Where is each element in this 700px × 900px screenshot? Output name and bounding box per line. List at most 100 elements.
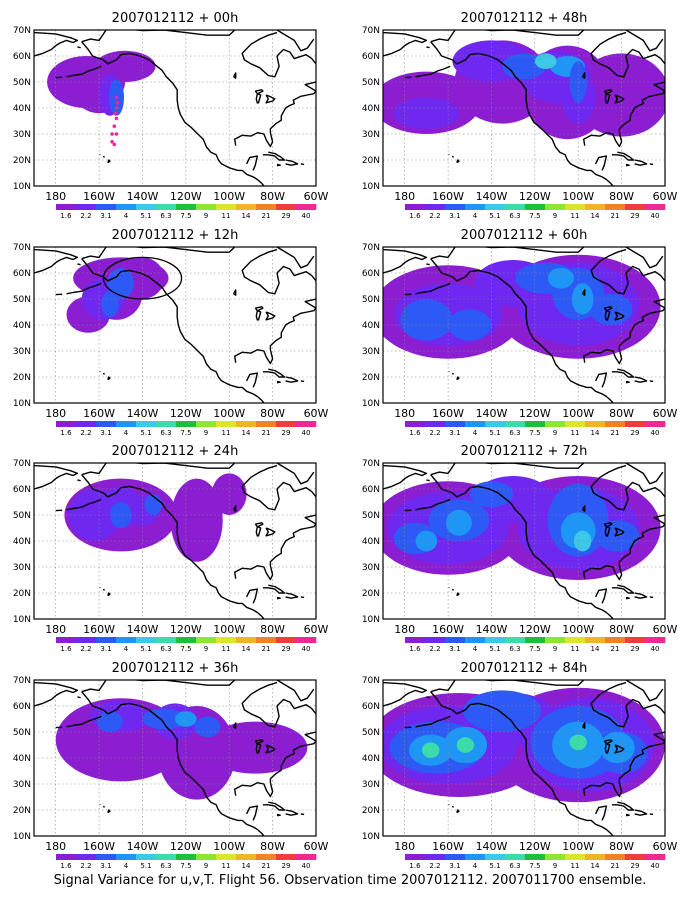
colorbar-swatch <box>216 854 237 860</box>
coastline <box>233 698 316 798</box>
colorbar-swatch <box>156 637 177 643</box>
colorbar-swatch <box>276 204 297 210</box>
colorbar-label: 9 <box>204 212 208 220</box>
coastline <box>649 380 654 383</box>
coastline <box>276 163 281 167</box>
coastline <box>262 368 286 378</box>
colorbar-swatch <box>56 204 77 210</box>
flight-track-dot <box>115 101 120 105</box>
colorbar-label: 5.1 <box>489 645 500 653</box>
colorbar-swatch <box>605 421 626 427</box>
x-tick-label: 160W <box>432 623 464 636</box>
y-tick-label: 60N <box>13 52 31 62</box>
colorbar-swatch <box>425 204 446 210</box>
variance-region <box>469 481 514 508</box>
colorbar-swatch <box>56 637 77 643</box>
variance-region <box>144 494 162 515</box>
coastline <box>415 65 451 78</box>
colorbar-label: 1.6 <box>409 212 421 220</box>
colorbar: 1.6 2.2 3.1 4 5.1 6.3 7.5 9 11 14 21 29 40 <box>405 854 666 870</box>
colorbar-label: 14 <box>242 212 251 220</box>
colorbar-swatch <box>136 204 157 210</box>
colorbar-label: 4 <box>124 429 129 437</box>
colorbar-swatch <box>465 204 486 210</box>
variance-region <box>571 283 594 315</box>
coastline <box>34 681 79 697</box>
y-tick-label: 40N <box>13 537 31 547</box>
x-tick-label: 60W <box>653 190 678 203</box>
colorbar-label: 5.1 <box>489 212 500 220</box>
colorbar-label: 7.5 <box>180 645 191 653</box>
coastline <box>583 698 665 798</box>
colorbar-label: 3.1 <box>449 429 460 437</box>
colorbar-label: 14 <box>591 429 600 437</box>
x-tick-label: 120W <box>170 407 202 420</box>
coastline <box>245 155 259 171</box>
coastline <box>245 805 259 821</box>
coastline <box>276 813 281 817</box>
colorbar-label: 1.6 <box>409 645 421 653</box>
colorbar-label: 5.1 <box>489 862 500 870</box>
variance-region <box>534 53 557 69</box>
colorbar-swatch <box>405 637 426 643</box>
y-tick-label: 20N <box>13 156 31 166</box>
colorbar-swatch <box>256 637 277 643</box>
coastline <box>107 159 111 164</box>
map-frame <box>382 679 666 837</box>
coastline <box>285 809 299 816</box>
colorbar-label: 9 <box>553 212 557 220</box>
colorbar-swatch <box>405 204 426 210</box>
x-tick-label: 140W <box>127 623 159 636</box>
coastline <box>241 464 280 511</box>
coastline <box>649 163 654 166</box>
panel-title: 2007012112 + 60h <box>461 228 588 243</box>
coastline <box>232 72 237 79</box>
y-tick-label: 10N <box>362 182 380 192</box>
y-tick-label: 20N <box>13 806 31 816</box>
colorbar-swatch <box>296 421 317 427</box>
x-tick-label: 100W <box>562 190 594 203</box>
colorbar-swatch <box>485 854 506 860</box>
coastline <box>415 715 451 728</box>
coastline <box>634 376 648 383</box>
colorbar-swatch <box>585 637 606 643</box>
colorbar-swatch <box>585 854 606 860</box>
y-tick-label: 30N <box>362 347 380 357</box>
colorbar-swatch <box>156 421 177 427</box>
variance-region <box>175 711 197 727</box>
colorbar-swatch <box>445 637 466 643</box>
coastline <box>456 159 460 164</box>
coastline <box>241 248 280 295</box>
y-tick-label: 70N <box>362 243 380 253</box>
coastline <box>649 813 654 816</box>
coastline <box>634 809 648 816</box>
colorbar-swatch <box>585 421 606 427</box>
colorbar-label: 21 <box>611 212 620 220</box>
map-area <box>383 680 665 836</box>
colorbar-label: 5.1 <box>140 212 151 220</box>
colorbar-label: 6.3 <box>509 862 520 870</box>
coastline <box>451 588 455 591</box>
colorbar-swatch <box>505 854 526 860</box>
map-panel: 2007012112 + 24h 180 160W 140W 120W 100W 80W 60… <box>13 444 329 653</box>
y-tick-label: 30N <box>362 130 380 140</box>
colorbar-swatch <box>505 637 526 643</box>
y-tick-label: 40N <box>13 754 31 764</box>
colorbar-label: 21 <box>262 862 271 870</box>
x-tick-label: 140W <box>127 190 159 203</box>
colorbar-label: 14 <box>242 429 251 437</box>
coastline <box>451 805 455 808</box>
map-panel: 2007012112 + 72h 180 160W 140W 120W 100W 80W 60… <box>362 444 678 653</box>
coastline <box>66 498 102 511</box>
colorbar-label: 21 <box>611 429 620 437</box>
colorbar-swatch <box>196 854 217 860</box>
coastline <box>634 159 648 166</box>
colorbar-label: 6.3 <box>509 645 520 653</box>
colorbar-swatch <box>485 204 506 210</box>
colorbar-swatch <box>116 421 137 427</box>
colorbar-label: 4 <box>124 862 129 870</box>
coastline <box>383 31 428 47</box>
colorbar-swatch <box>425 637 446 643</box>
colorbar-label: 9 <box>204 429 208 437</box>
x-tick-label: 160W <box>83 190 115 203</box>
